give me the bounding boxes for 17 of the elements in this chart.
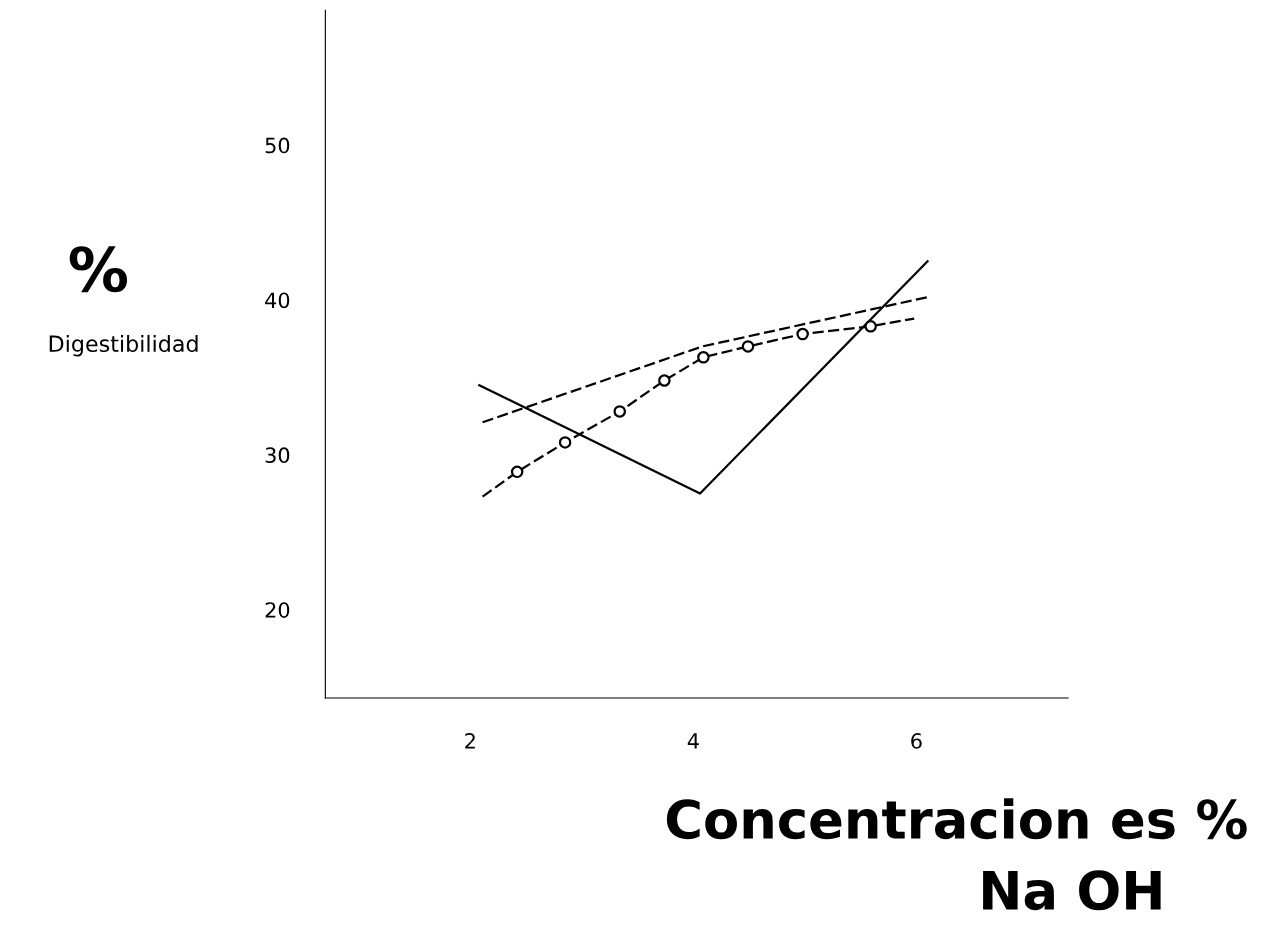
- x-tick-label: 4: [687, 733, 699, 749]
- point: [558, 436, 572, 449]
- y-tick-label: 40: [265, 292, 290, 309]
- y-axis-title: % Digestibilidad: [49, 246, 198, 357]
- y-tick-label: 30: [265, 447, 290, 464]
- point: [741, 340, 755, 353]
- y-tick-label: 50: [265, 137, 290, 154]
- x-tick-label: 2: [465, 733, 475, 749]
- point: [613, 405, 627, 418]
- y-tick-label: 20: [265, 602, 290, 618]
- point: [510, 465, 524, 479]
- point: [658, 374, 671, 387]
- x-axis-title: Concentracion es % Na OH: [666, 798, 1247, 911]
- x-tick-label: 6: [911, 733, 922, 749]
- point: [796, 327, 809, 341]
- point: [697, 351, 710, 364]
- point: [864, 320, 877, 333]
